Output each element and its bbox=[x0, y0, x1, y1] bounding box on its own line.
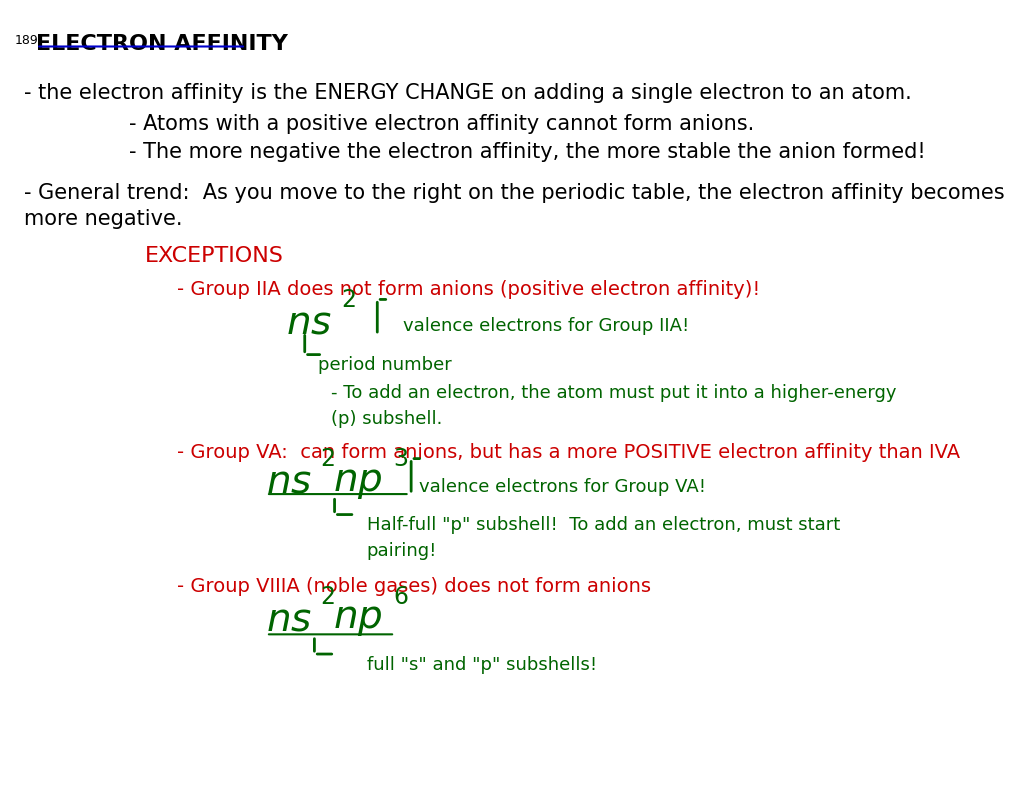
Text: period number: period number bbox=[318, 356, 451, 374]
Text: $2$: $2$ bbox=[340, 288, 356, 311]
Text: EXCEPTIONS: EXCEPTIONS bbox=[145, 246, 283, 266]
Text: - Group IIA does not form anions (positive electron affinity)!: - Group IIA does not form anions (positi… bbox=[177, 280, 760, 299]
Text: $ns$: $ns$ bbox=[286, 303, 332, 341]
Text: $3$: $3$ bbox=[392, 447, 408, 470]
Text: $np$: $np$ bbox=[332, 463, 382, 500]
Text: $np$: $np$ bbox=[332, 600, 382, 638]
Text: valence electrons for Group VA!: valence electrons for Group VA! bbox=[419, 478, 705, 496]
Text: $ns$: $ns$ bbox=[266, 600, 312, 638]
Text: full "s" and "p" subshells!: full "s" and "p" subshells! bbox=[367, 656, 596, 674]
Text: pairing!: pairing! bbox=[367, 542, 437, 560]
Text: - The more negative the electron affinity, the more stable the anion formed!: - The more negative the electron affinit… bbox=[128, 142, 925, 162]
Text: ELECTRON AFFINITY: ELECTRON AFFINITY bbox=[37, 34, 288, 54]
Text: $ns$: $ns$ bbox=[266, 463, 312, 500]
Text: - Atoms with a positive electron affinity cannot form anions.: - Atoms with a positive electron affinit… bbox=[128, 114, 753, 134]
Text: - To add an electron, the atom must put it into a higher-energy: - To add an electron, the atom must put … bbox=[330, 384, 895, 402]
Text: - the electron affinity is the ENERGY CHANGE on adding a single electron to an a: - the electron affinity is the ENERGY CH… bbox=[24, 83, 911, 102]
Text: more negative.: more negative. bbox=[24, 209, 182, 229]
Text: $2$: $2$ bbox=[320, 585, 334, 608]
Text: (p) subshell.: (p) subshell. bbox=[330, 410, 441, 428]
Text: - Group VA:  can form anions, but has a more POSITIVE electron affinity than IVA: - Group VA: can form anions, but has a m… bbox=[177, 443, 960, 462]
Text: valence electrons for Group IIA!: valence electrons for Group IIA! bbox=[403, 317, 689, 335]
Text: Half-full "p" subshell!  To add an electron, must start: Half-full "p" subshell! To add an electr… bbox=[367, 516, 840, 534]
Text: 189: 189 bbox=[14, 34, 39, 46]
Text: $6$: $6$ bbox=[392, 585, 408, 608]
Text: $2$: $2$ bbox=[320, 447, 334, 470]
Text: - General trend:  As you move to the right on the periodic table, the electron a: - General trend: As you move to the righ… bbox=[24, 183, 1004, 203]
Text: - Group VIIIA (noble gases) does not form anions: - Group VIIIA (noble gases) does not for… bbox=[177, 577, 651, 596]
